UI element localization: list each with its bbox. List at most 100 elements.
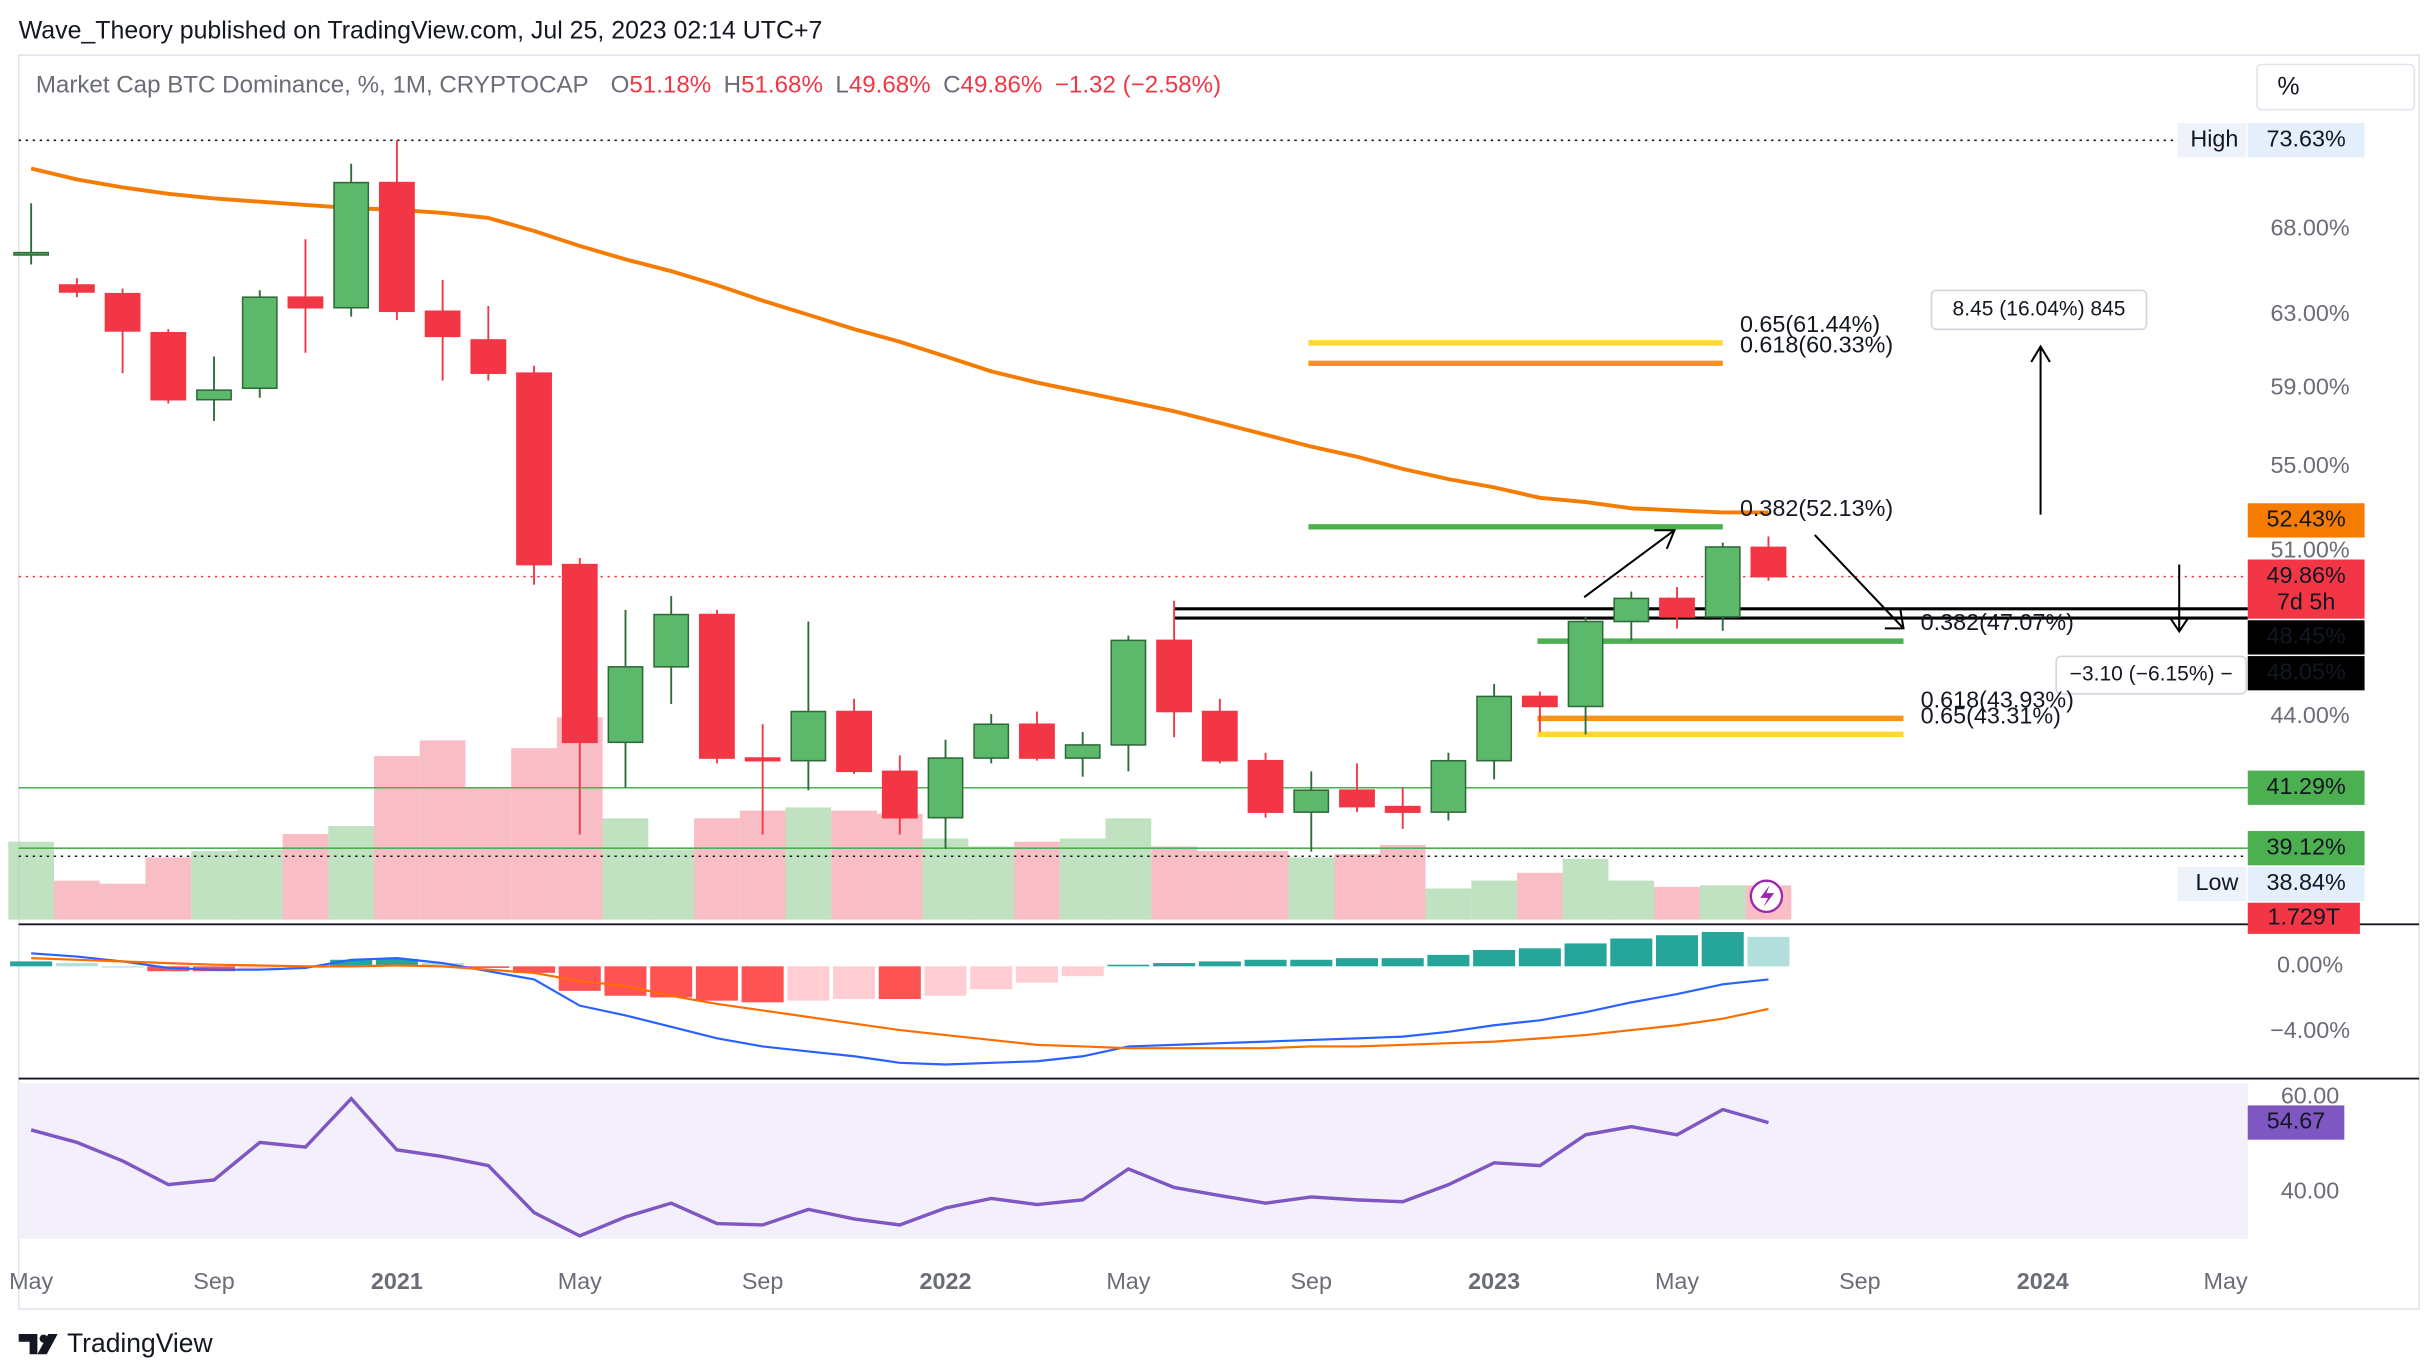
scale-button[interactable] bbox=[2256, 63, 2416, 111]
volume-column bbox=[785, 807, 832, 920]
macd-tick-label: −4.00% bbox=[2270, 1017, 2350, 1043]
x-tick-label: 2023 bbox=[1468, 1268, 1520, 1294]
candle-body bbox=[881, 770, 918, 819]
price-tag-name-box bbox=[2177, 866, 2247, 902]
signal-line bbox=[31, 957, 1769, 1050]
ohlc-key: C bbox=[943, 72, 960, 99]
price-tag-name-box bbox=[2177, 123, 2247, 158]
macd-histogram-bar bbox=[1198, 961, 1241, 967]
fib-label: 0.382(47.07%) bbox=[1921, 609, 2074, 635]
price-tag bbox=[2247, 559, 2365, 619]
volume-column bbox=[1699, 885, 1746, 920]
x-tick-label: 2024 bbox=[2017, 1268, 2069, 1294]
macd-histogram-bar bbox=[787, 966, 830, 1001]
ohlc-key: L bbox=[835, 72, 848, 99]
volume-column bbox=[236, 849, 283, 920]
volume-tag-label: 1.729T bbox=[2267, 903, 2340, 929]
price-tag bbox=[2247, 620, 2365, 655]
macd-histogram-bar bbox=[101, 966, 144, 968]
candles-layer bbox=[13, 140, 1787, 852]
candle-body bbox=[287, 296, 324, 309]
candle-body bbox=[653, 613, 690, 668]
volume-column bbox=[1105, 818, 1152, 920]
volume-column bbox=[1562, 858, 1609, 920]
candle-body bbox=[1659, 597, 1695, 618]
candle-body bbox=[1339, 789, 1375, 808]
macd-histogram-bar bbox=[833, 966, 876, 1000]
macd-histogram-bar bbox=[1473, 949, 1516, 967]
symbol-title: Market Cap BTC Dominance, %, 1M, CRYPTOC… bbox=[36, 72, 589, 99]
candle-body bbox=[744, 757, 781, 762]
measure-box bbox=[2055, 655, 2247, 695]
macd-histogram-bar bbox=[1244, 959, 1287, 967]
candle-body bbox=[1156, 639, 1193, 713]
price-tag bbox=[2247, 656, 2365, 691]
price-tag-label: 38.84% bbox=[2267, 869, 2346, 895]
price-tag bbox=[2247, 866, 2365, 902]
macd-line bbox=[31, 952, 1769, 1066]
candle-body bbox=[150, 331, 187, 401]
macd-histogram-bar bbox=[1427, 954, 1470, 967]
drawings bbox=[1583, 344, 2190, 634]
candle-body bbox=[1247, 759, 1284, 813]
x-tick-label: May bbox=[1106, 1268, 1150, 1294]
macd-histogram-bar bbox=[741, 966, 784, 1003]
event-icon-bolt bbox=[1760, 885, 1775, 908]
macd-histogram-bar bbox=[238, 966, 281, 971]
volume-column bbox=[1425, 888, 1472, 920]
candle-body bbox=[104, 292, 141, 332]
logo-mark bbox=[18, 1334, 38, 1355]
arrow bbox=[1583, 529, 1677, 599]
rsi-tick-label: 40.00 bbox=[2281, 1177, 2339, 1203]
macd-histogram-bar bbox=[1061, 966, 1104, 977]
volume-column bbox=[1334, 854, 1380, 920]
macd-histogram-bar bbox=[513, 966, 556, 973]
x-tick-label: Sep bbox=[1839, 1268, 1881, 1294]
price-tag bbox=[2247, 503, 2365, 538]
macd-histogram-bar bbox=[1747, 936, 1790, 967]
candle-body bbox=[836, 710, 872, 773]
volume-column bbox=[1242, 851, 1289, 920]
rsi-tick-label: 60.00 bbox=[2281, 1082, 2339, 1108]
candle-body bbox=[1430, 759, 1467, 813]
rsi-line bbox=[30, 1096, 1769, 1238]
volume-column bbox=[328, 826, 375, 920]
macd-histogram-bar bbox=[604, 966, 647, 996]
macd-histogram-bar bbox=[1564, 943, 1607, 967]
y-tick-label: 63.00% bbox=[2270, 300, 2349, 326]
y-tick-label: 55.00% bbox=[2270, 452, 2349, 478]
macd-histogram-bar bbox=[1381, 958, 1424, 967]
fib-label: 0.618(43.93%) bbox=[1921, 686, 2074, 712]
ohlc-value: 51.68% bbox=[741, 72, 823, 99]
scale-button-label[interactable]: % bbox=[2277, 72, 2299, 100]
candle-body bbox=[699, 613, 735, 759]
macd-histogram-bar bbox=[878, 966, 921, 1000]
volume-column bbox=[1379, 844, 1426, 920]
volume-column bbox=[419, 740, 466, 920]
volume-column bbox=[1516, 872, 1563, 920]
ohlc-key: H bbox=[724, 72, 741, 99]
logo: TradingView bbox=[18, 1328, 214, 1358]
rsi-tag-label: 54.67 bbox=[2267, 1108, 2325, 1134]
candle-body bbox=[13, 251, 50, 256]
candle-body bbox=[516, 372, 552, 566]
candle-body bbox=[424, 310, 461, 338]
ohlc-value: 49.86% bbox=[961, 72, 1043, 99]
candle-body bbox=[1476, 695, 1513, 762]
macd-histogram-bar bbox=[1655, 935, 1699, 967]
candle-body bbox=[1064, 744, 1101, 759]
price-tag bbox=[2247, 123, 2365, 158]
price-tag-label: 52.43% bbox=[2267, 506, 2346, 532]
volume-column bbox=[282, 833, 329, 920]
x-tick-label: Sep bbox=[1290, 1268, 1332, 1294]
price-tag-label: 41.29% bbox=[2267, 773, 2346, 799]
macd-histogram-bar bbox=[1701, 931, 1744, 967]
measure-box bbox=[1930, 289, 2148, 331]
price-tag-label: 73.63% bbox=[2267, 125, 2346, 151]
x-tick-label: May bbox=[558, 1268, 602, 1294]
macd-histogram-bar bbox=[55, 963, 98, 967]
volume-column bbox=[602, 818, 649, 920]
volume-column bbox=[648, 849, 695, 920]
price-tag-label: 39.12% bbox=[2267, 833, 2346, 859]
